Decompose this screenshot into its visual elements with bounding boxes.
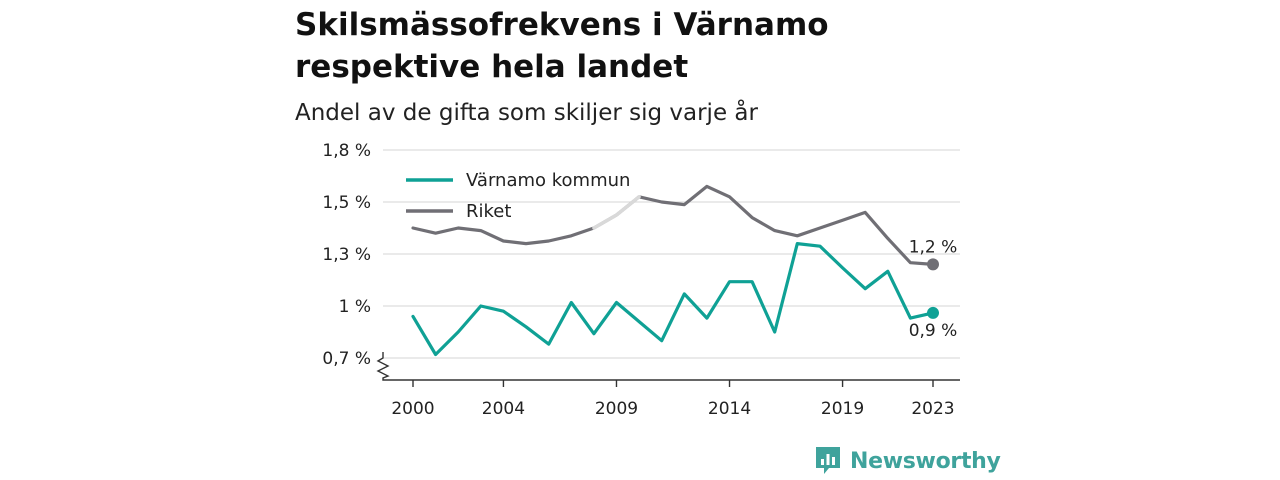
series-end-markers: 0,9 % 1,2 % [909, 237, 958, 341]
y-tick-label-1: 1 % [339, 297, 371, 317]
x-tick-label-2: 2009 [595, 399, 638, 419]
series-line-1 [411, 184, 935, 266]
newsworthy-logo-text: Newsworthy [850, 448, 1001, 474]
y-axis-tick-labels: 0,7 % 1 % 1,3 % 1,5 % 1,8 % [322, 141, 371, 369]
series-line-0 [411, 242, 935, 357]
legend-label-0: Värnamo kommun [466, 170, 630, 191]
y-axis-break-icon [376, 352, 393, 381]
x-tick-label-1: 2004 [482, 399, 525, 419]
x-tick-label-0: 2000 [391, 399, 434, 419]
y-tick-label-0: 0,7 % [322, 349, 371, 369]
series-highlight-1 [592, 195, 641, 230]
legend-label-1: Riket [466, 201, 511, 222]
series-end-label-1: 1,2 % [909, 237, 958, 257]
newsworthy-logo-icon [816, 447, 840, 474]
x-tick-label-5: 2023 [911, 399, 954, 419]
x-tick-label-4: 2019 [821, 399, 864, 419]
series-end-label-0: 0,9 % [909, 321, 958, 341]
y-tick-label-3: 1,5 % [322, 193, 371, 213]
series-end-point-1 [927, 258, 939, 271]
series-lines [411, 184, 935, 357]
y-tick-label-2: 1,3 % [322, 245, 371, 265]
legend: Värnamo kommun Riket [406, 170, 630, 222]
newsworthy-logo: Newsworthy [814, 446, 1001, 476]
x-axis: 2000 2004 2009 2014 2019 2023 [376, 352, 960, 419]
x-tick-label-3: 2014 [708, 399, 751, 419]
series-end-point-0 [927, 306, 939, 319]
chart-subtitle: Andel av de gifta som skiljer sig varje … [295, 100, 758, 126]
chart-title: Skilsmässofrekvens i Värnamo respektive … [295, 7, 829, 85]
y-tick-label-4: 1,8 % [322, 141, 371, 161]
